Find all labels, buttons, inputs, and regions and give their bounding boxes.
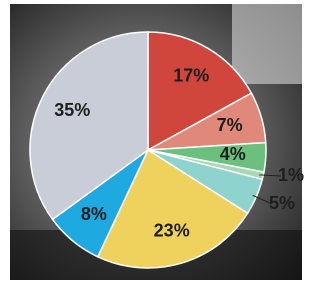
value-label: 1% xyxy=(278,165,304,185)
value-label: 23% xyxy=(154,220,190,240)
chart: 17% 7% 4% 1% 5% 23% 8% 35% xyxy=(0,0,310,282)
value-label: 17% xyxy=(173,66,209,86)
background-light xyxy=(232,4,302,84)
value-label: 8% xyxy=(81,204,107,224)
value-label: 35% xyxy=(54,100,90,120)
value-label: 4% xyxy=(220,144,246,164)
value-label: 7% xyxy=(217,115,243,135)
value-label: 5% xyxy=(269,193,295,213)
